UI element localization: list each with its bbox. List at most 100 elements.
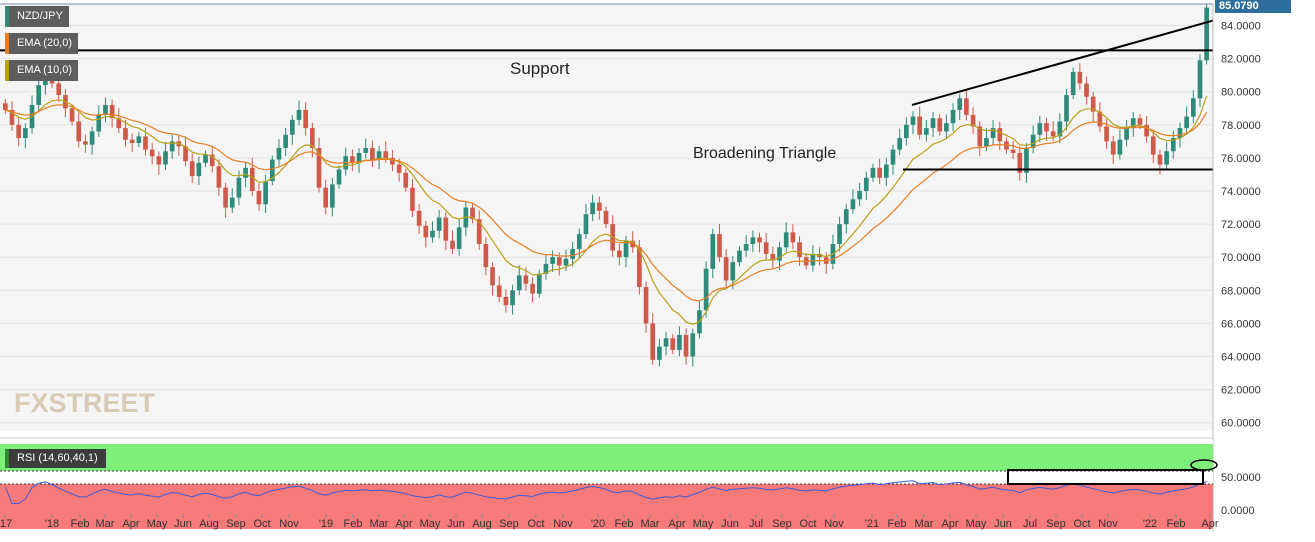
candle-body [56,83,62,96]
candle-body [944,123,949,132]
x-tick-label: Jun [447,518,465,530]
candle-body [289,119,295,135]
candle-body [169,141,175,152]
rsi-line [4,480,1207,504]
candle-body [710,234,716,269]
candle-body [650,323,656,360]
symbol-label: NZD/JPY [17,10,63,22]
y-tick-label: 60.0000 [1221,418,1261,430]
candle-body [283,134,288,148]
x-tick-label: Aug [472,518,492,530]
candle-body [1110,141,1116,155]
candle-body [570,248,575,259]
candle-body [1050,131,1056,137]
candle-body [83,141,88,145]
x-tick-label: May [420,518,441,530]
candle-body [23,128,28,139]
candle-body [123,128,128,140]
candle-body [163,151,168,165]
candle-body [757,237,762,243]
candle-body [356,152,362,163]
candle-body [977,126,983,147]
candle-body [36,85,42,105]
candle-body [9,109,15,125]
candle-body [3,103,8,110]
candle-body [1117,139,1123,155]
candle-body [583,214,589,235]
candle-body [536,273,542,294]
candle-body [930,118,936,129]
candle-body [216,166,222,188]
candle-body [183,146,188,162]
candle-body [276,147,282,160]
candle-body [883,164,889,178]
candle-body [1157,154,1163,165]
candle-body [256,191,262,205]
candle-body [556,257,562,266]
y-tick-label: 76.0000 [1221,153,1261,165]
rsi-legend[interactable]: RSI (14,60,40,1) [5,449,106,468]
candle-body [596,202,602,211]
x-tick-label: Jun [994,518,1012,530]
x-tick-label: Feb [888,518,907,530]
candle-body [843,209,849,225]
ema20-line [5,104,1208,302]
x-tick-label: Apr [668,518,685,530]
candle-body [630,240,636,248]
x-tick-label: Nov [553,518,573,530]
rsi-tick-label: 0.0000 [1221,505,1255,517]
x-tick-label: May [147,518,168,530]
candle-body [103,104,108,115]
candle-body [229,197,235,208]
ema20-legend[interactable]: EMA (20,0) [5,33,79,54]
candle-body [1164,151,1169,165]
y-tick-label: 64.0000 [1221,352,1261,364]
x-tick-label: Jun [721,518,739,530]
candle-body [717,234,722,258]
x-tick-label: '20 [591,518,605,530]
y-tick-label: 74.0000 [1221,186,1261,198]
candle-body [196,162,202,177]
candle-body [850,199,856,210]
candle-body [143,136,148,150]
candle-body [470,207,475,220]
rsi-tick-label: 50.0000 [1221,472,1261,484]
candle-body [657,346,662,360]
symbol-legend[interactable]: NZD/JPY [5,6,69,27]
ema10-line [5,95,1208,325]
candle-body [637,247,642,288]
candle-body [737,250,742,263]
candle-body [1037,123,1043,135]
x-tick-label: Apr [941,518,958,530]
candle-body [623,240,629,258]
candle-body [1097,111,1103,127]
ema10-legend[interactable]: EMA (10,0) [5,60,79,81]
y-tick-label: 82.0000 [1221,54,1261,66]
x-tick-label: Oct [527,518,544,530]
x-tick-label: Feb [71,518,90,530]
candle-body [390,157,395,165]
x-tick-label: Nov [279,518,299,530]
x-tick-label: Nov [1098,518,1118,530]
candle-body [203,154,208,163]
x-tick-label: Sep [499,518,519,530]
candle-body [310,128,315,148]
x-tick-label: Jul [1023,518,1037,530]
candle-body [1137,118,1143,125]
candle-body [1024,147,1029,173]
candle-body [937,118,943,132]
candle-body [1130,118,1136,129]
candle-body [403,172,409,188]
candle-body [496,285,502,297]
rsi-range-box [1007,469,1204,485]
candle-body [510,290,515,306]
candle-body [837,224,842,244]
x-tick-label: Sep [226,518,246,530]
candle-body [456,227,462,249]
candle-body [209,154,215,167]
candle-body [970,114,976,127]
x-tick-label: '22 [1143,518,1157,530]
candle-body [116,118,122,129]
